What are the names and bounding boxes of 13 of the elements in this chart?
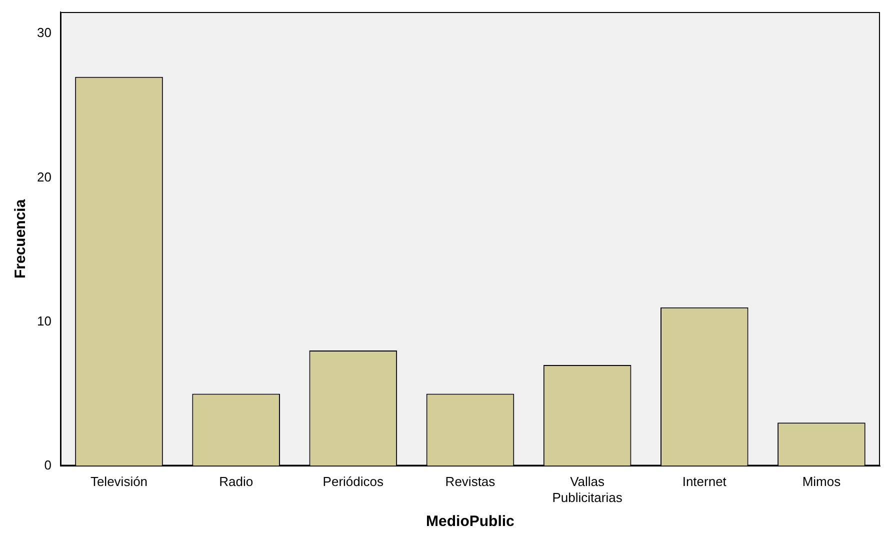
x-tick-label: Internet xyxy=(682,474,727,490)
x-tick-label: Mimos xyxy=(802,474,842,490)
y-tick-label: 20 xyxy=(36,169,52,184)
x-axis-title: MedioPublic xyxy=(426,513,514,530)
x-tick-label: Televisión xyxy=(90,474,148,490)
x-tick-label: Radio xyxy=(219,474,254,490)
x-tick-label: Periódicos xyxy=(322,474,384,490)
y-tick-label: 0 xyxy=(44,457,52,472)
x-tick-label: Revistas xyxy=(445,474,496,490)
y-tick-label: 30 xyxy=(36,25,52,40)
y-axis-title: Frecuencia xyxy=(12,198,30,279)
y-tick-label: 10 xyxy=(36,313,52,328)
x-tick-label: Vallas Publicitarias xyxy=(552,474,623,505)
